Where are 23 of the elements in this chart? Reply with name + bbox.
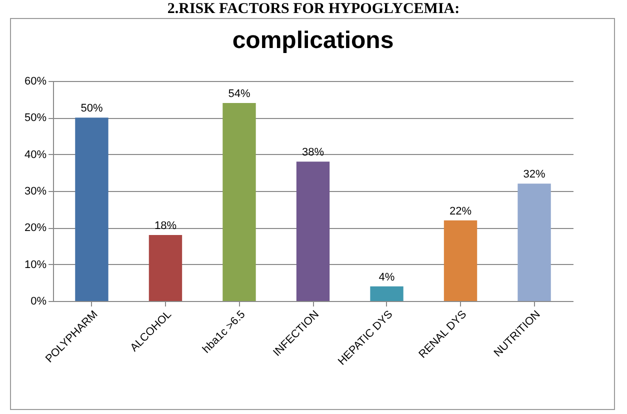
- y-tick-label: 50%: [24, 112, 47, 124]
- data-label: 38%: [302, 146, 324, 159]
- bar: [148, 235, 182, 301]
- y-tick-label: 40%: [24, 148, 47, 161]
- bar: [222, 103, 256, 301]
- data-label: 50%: [80, 102, 103, 115]
- y-tick-label: 30%: [24, 186, 47, 198]
- data-label: 22%: [450, 205, 472, 218]
- bar: [75, 118, 108, 301]
- bar: [518, 184, 551, 301]
- bar: [444, 220, 478, 301]
- data-label: 4%: [378, 271, 395, 284]
- data-label: 18%: [154, 220, 177, 232]
- data-label: 54%: [228, 88, 250, 100]
- y-tick-label: 20%: [24, 222, 47, 234]
- bar: [370, 286, 404, 301]
- y-tick-label: 60%: [24, 76, 47, 88]
- y-tick-label: 10%: [24, 258, 47, 271]
- bar: [296, 162, 330, 301]
- data-label: 32%: [523, 168, 546, 181]
- y-tick-label: 0%: [30, 296, 47, 308]
- chart-title: complications: [232, 27, 394, 54]
- text: 2.RISK FACTORS FOR HYPOGLYCEMIA:: [166, 0, 461, 18]
